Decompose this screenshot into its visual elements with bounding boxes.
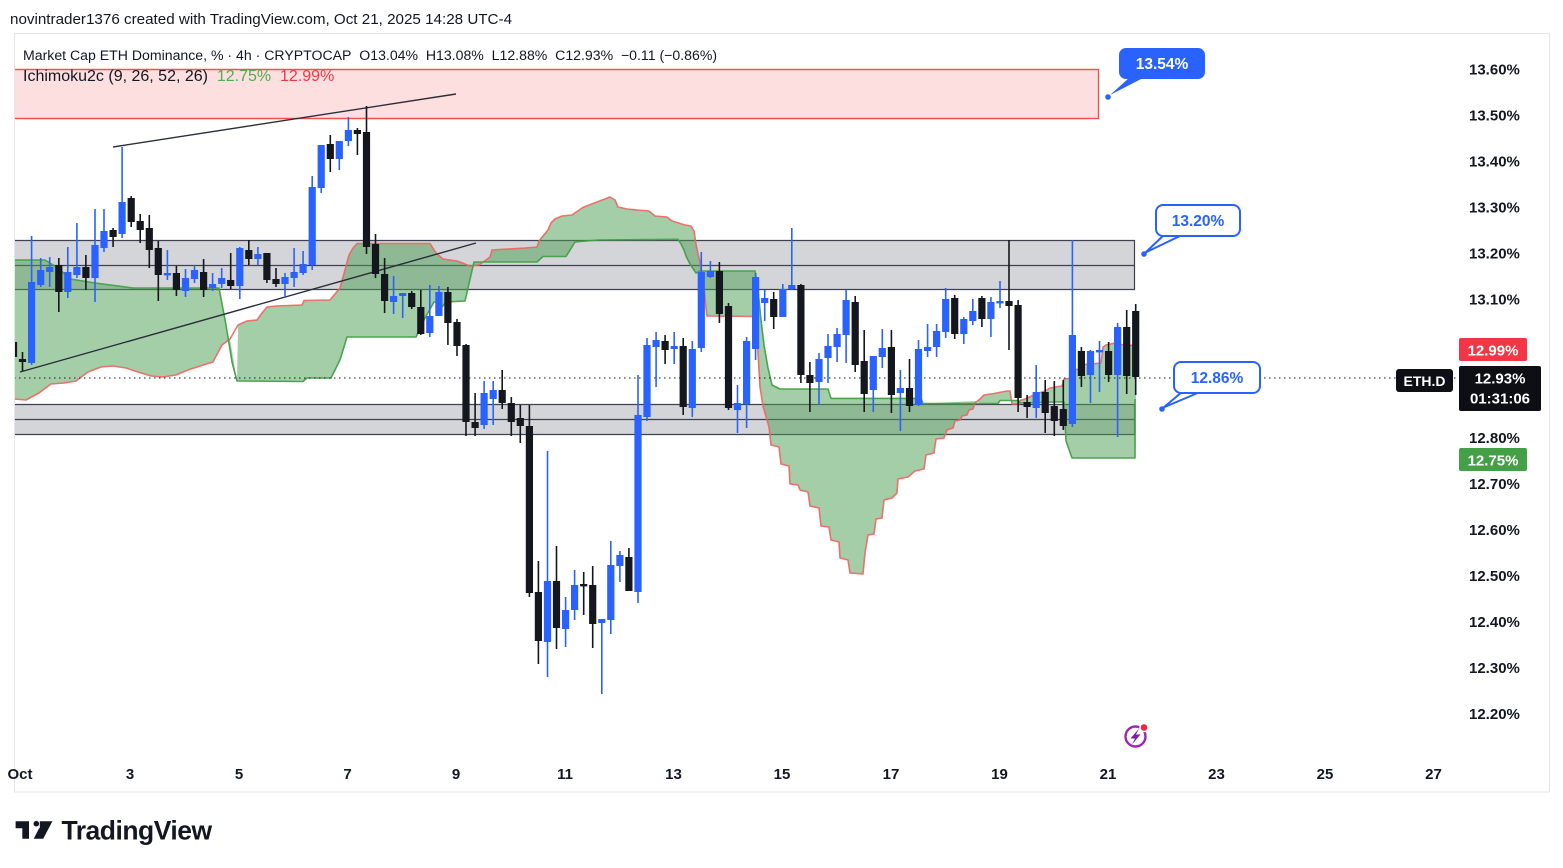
svg-text:13.20%: 13.20%	[1469, 246, 1520, 263]
svg-text:TradingView: TradingView	[62, 816, 213, 846]
svg-text:19: 19	[991, 766, 1008, 783]
svg-text:12.50%: 12.50%	[1469, 568, 1520, 585]
svg-text:13.30%: 13.30%	[1469, 200, 1520, 217]
svg-text:13.54%: 13.54%	[1136, 56, 1189, 73]
svg-text:17: 17	[883, 766, 900, 783]
svg-text:23: 23	[1208, 766, 1225, 783]
svg-text:12.20%: 12.20%	[1469, 706, 1520, 723]
svg-text:12.99%: 12.99%	[1468, 343, 1519, 360]
svg-text:12.70%: 12.70%	[1469, 476, 1520, 493]
svg-text:12.86%: 12.86%	[1191, 370, 1244, 387]
svg-text:Oct: Oct	[7, 766, 32, 783]
svg-text:7: 7	[343, 766, 351, 783]
svg-text:12.30%: 12.30%	[1469, 660, 1520, 677]
svg-text:13.60%: 13.60%	[1469, 62, 1520, 79]
svg-text:21: 21	[1100, 766, 1117, 783]
svg-text:15: 15	[774, 766, 791, 783]
svg-text:13: 13	[665, 766, 682, 783]
svg-text:12.60%: 12.60%	[1469, 522, 1520, 539]
svg-text:13.20%: 13.20%	[1172, 213, 1225, 230]
svg-text:27: 27	[1425, 766, 1442, 783]
svg-text:13.50%: 13.50%	[1469, 108, 1520, 125]
svg-text:3: 3	[126, 766, 134, 783]
svg-text:5: 5	[235, 766, 243, 783]
svg-text:13.10%: 13.10%	[1469, 292, 1520, 309]
svg-text:12.40%: 12.40%	[1469, 614, 1520, 631]
svg-text:12.93%: 12.93%	[1475, 371, 1526, 388]
svg-text:25: 25	[1317, 766, 1334, 783]
svg-text:12.75%: 12.75%	[1468, 453, 1519, 470]
svg-text:01:31:06: 01:31:06	[1470, 391, 1530, 408]
svg-text:9: 9	[452, 766, 460, 783]
svg-text:11: 11	[557, 766, 573, 783]
svg-text:12.80%: 12.80%	[1469, 430, 1520, 447]
svg-text:ETH.D: ETH.D	[1404, 373, 1446, 389]
svg-text:13.40%: 13.40%	[1469, 154, 1520, 171]
